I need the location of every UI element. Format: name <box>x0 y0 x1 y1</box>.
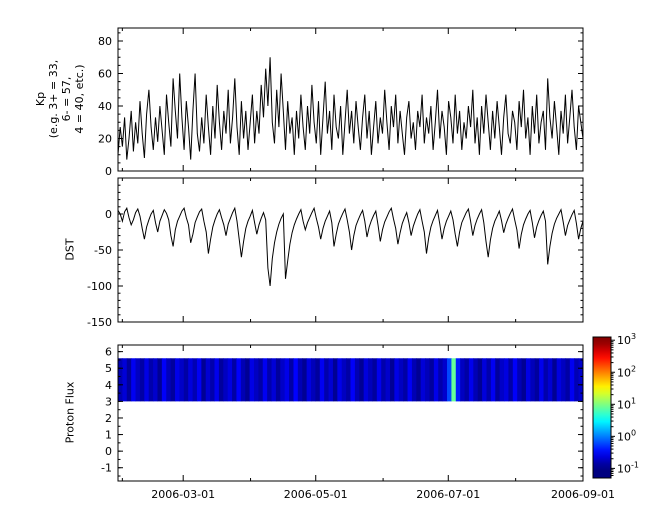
kp-axis-title-line: Kp <box>34 91 47 107</box>
colorbar-tick-label: 101 <box>617 396 636 411</box>
dst-series-line <box>117 206 584 287</box>
dst-axes-frame <box>117 177 584 323</box>
x-axis-date-label: 2006-05-01 <box>284 488 348 501</box>
colorbar-tick-label: 100 <box>617 428 636 443</box>
kp-axis-title: Kp (e.g. 3+ = 33, 6- = 57, 4 = 40, etc.) <box>34 19 86 179</box>
dst-panel: 0 -50 -100 -150 <box>87 177 584 329</box>
proton-flux-ytick-label: 2 <box>105 412 112 425</box>
kp-ytick-label: 60 <box>98 68 112 81</box>
proton-flux-ytick-label: 4 <box>105 379 112 392</box>
kp-series-line <box>117 57 584 160</box>
kp-axes-frame <box>117 27 584 172</box>
kp-ytick-label: 0 <box>105 165 112 178</box>
proton-flux-ytick-label: 1 <box>105 429 112 442</box>
dst-ytick-label: 0 <box>105 208 112 221</box>
kp-panel: 0 20 40 60 80 <box>98 27 584 178</box>
proton-flux-ytick-label: -1 <box>101 462 112 475</box>
dst-ytick-label: -50 <box>94 244 112 257</box>
colorbar-tick-label: 102 <box>617 364 636 379</box>
dst-ytick-label: -100 <box>87 280 112 293</box>
x-axis-date-label: 2006-09-01 <box>551 488 615 501</box>
kp-ytick-label: 20 <box>98 133 112 146</box>
kp-ytick-label: 80 <box>98 35 112 48</box>
kp-ytick-label: 40 <box>98 100 112 113</box>
kp-axis-title-line: (e.g. 3+ = 33, <box>47 59 60 139</box>
proton-flux-axes-frame <box>117 344 584 482</box>
kp-axis-title-line: 6- = 57, <box>60 76 73 122</box>
proton-flux-spectrogram <box>118 358 584 402</box>
x-axis-date-label: 2006-07-01 <box>416 488 480 501</box>
proton-flux-ytick-label: 0 <box>105 445 112 458</box>
proton-flux-ytick-label: 3 <box>105 395 112 408</box>
colorbar-gradient <box>592 336 612 479</box>
proton-flux-ytick-label: 5 <box>105 362 112 375</box>
colorbar-tick-label: 10-1 <box>617 460 639 475</box>
colorbar: 103 102 101 100 10-1 <box>592 332 639 479</box>
colorbar-tick-label: 103 <box>617 332 636 347</box>
x-axis-date-label: 2006-03-01 <box>151 488 215 501</box>
proton-flux-axis-title: Proton Flux <box>63 381 77 444</box>
dst-axis-title: DST <box>63 238 77 261</box>
proton-flux-panel: 6 5 4 3 2 1 0 -1 2006-03-01 2006-05-01 2006-07-01 2… <box>101 344 615 501</box>
kp-axis-title-line: 4 = 40, etc.) <box>73 64 86 134</box>
proton-flux-ytick-label: 6 <box>105 346 112 359</box>
dst-ytick-label: -150 <box>87 316 112 329</box>
